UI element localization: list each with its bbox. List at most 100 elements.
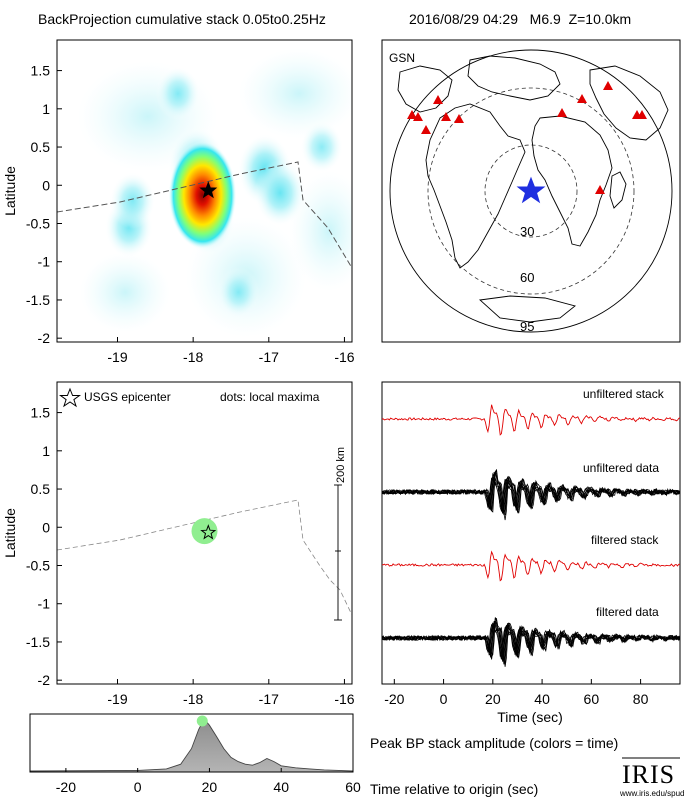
amplitude-xlabel: Time relative to origin (sec) [370,781,538,797]
x-tick-label: -20 [56,779,76,795]
x-tick-label: 40 [534,691,550,707]
bp-heatmap-frame [56,39,353,343]
x-tick-label: -20 [384,691,404,707]
scale-bar [334,484,342,621]
trace-label-filtered-stack: filtered stack [591,533,659,547]
amplitude-area [30,720,353,772]
stack-trace-line [382,550,681,582]
waveform-traces [381,404,681,667]
y-tick-label: -0.5 [26,215,50,231]
epicenter-star-icon [199,181,218,199]
scale-bar-label: 200 km [335,447,347,483]
waveform-xlabel: Time (sec) [497,709,563,725]
amplitude-peak-dot-marker [196,715,208,727]
amplitude-axes: -20 0 20 40 60 [56,768,361,795]
south-america-outline [425,103,526,269]
maxima-ylabel: Latitude [2,508,18,558]
x-tick-label: 60 [345,779,361,795]
y-tick-label: 1 [42,101,50,117]
y-tick-label: -1 [38,596,51,612]
europe-outline [467,55,561,101]
station-triangle-icon [603,81,613,90]
iris-url: www.iris.edu/spud [619,789,684,798]
x-tick-label: -16 [334,691,354,707]
waveform-axes: -20 0 20 40 60 80 [384,679,649,707]
station-triangle-icon [595,185,605,194]
madagascar-outline [609,171,627,209]
bp-peak-blob [168,141,237,250]
amplitude-panel: -20 0 20 40 60 Peak BP stack amplitude (colo… [29,713,618,797]
maxima-map-frame [56,381,353,685]
ring-60-circle [427,87,635,295]
x-tick-label: 20 [202,779,218,795]
y-tick-label: 1 [42,443,50,459]
y-tick-label: 1.5 [31,405,51,421]
station-triangles [407,81,647,194]
y-tick-label: 0.5 [31,481,51,497]
legend-dots-label: dots: local maxima [220,390,320,404]
station-triangle-icon [433,95,443,104]
y-tick-label: -2 [38,330,51,346]
bp-epicenter-star [199,181,218,199]
station-triangle-icon [454,114,464,123]
x-tick-label: -19 [107,691,127,707]
legend-star-icon [58,387,82,408]
trace-label-unfiltered-data: unfiltered data [583,461,659,475]
station-triangle-icon [413,112,423,121]
station-triangle-icon [407,110,417,119]
station-triangle-icon [637,110,647,119]
x-tick-label: 40 [273,779,289,795]
x-tick-label: -18 [183,691,203,707]
bp-heatmap-panel: -19 -18 -17 -16 1.5 1 0.5 0 -0.5 -1 -1.5 -2 [26,39,355,365]
bp-background-wash [239,48,352,139]
maxima-epicenter-star [200,524,217,540]
ring-label-30: 30 [520,224,534,239]
x-tick-label: -17 [259,349,279,365]
maxima-map-axes: -19 -18 -17 -16 1.5 1 0.5 0 -0.5 -1 -1.5 -2 [26,405,355,707]
station-triangle-icon [441,112,451,121]
x-tick-label: 60 [584,691,600,707]
y-tick-label: -1.5 [26,634,50,650]
data-trace-line [381,618,681,667]
asia-outline [589,65,669,141]
network-label: GSN [389,51,415,65]
y-tick-label: 0 [42,519,50,535]
trace-label-unfiltered-stack: unfiltered stack [583,387,665,401]
continent-outlines [397,55,669,323]
y-tick-label: -0.5 [26,557,50,573]
ring-label-95: 95 [520,319,534,334]
iris-logo-text: IRIS [622,760,675,789]
y-tick-label: -2 [38,672,51,688]
y-tick-label: 0.5 [31,139,51,155]
amplitude-title: Peak BP stack amplitude (colors = time) [370,735,618,751]
stack-trace-line [381,404,681,436]
x-tick-label: -16 [334,349,354,365]
x-tick-label: -19 [107,349,127,365]
ring-30-circle [484,144,578,238]
amplitude-area-path [30,720,353,772]
bp-energy-blob [156,66,200,121]
epicenter-star-icon [516,176,546,204]
bp-background-wash [80,252,171,333]
epicenter-star-icon [200,524,217,540]
trench-line [57,499,352,616]
antarctica-outline [478,295,576,323]
x-tick-label: -18 [183,349,203,365]
y-tick-label: -1 [38,254,51,270]
bp-heatmap-axes: -19 -18 -17 -16 1.5 1 0.5 0 -0.5 -1 -1.5 -2 [26,63,355,365]
station-triangle-icon [421,125,431,134]
x-tick-label: 80 [633,691,649,707]
bp-energy-blob [254,159,306,227]
bp-energy-blob [109,172,156,229]
event-info: 2016/08/29 04:29 M6.9 Z=10.0km [409,11,631,27]
y-tick-label: 1.5 [31,63,51,79]
data-trace-line [381,469,681,521]
x-tick-label: 0 [440,691,448,707]
north-america-outline [397,65,453,113]
legend-star-label: USGS epicenter [84,390,171,404]
ring-label-60: 60 [520,270,534,285]
bp-energy-blob [217,266,260,318]
station-triangle-icon [577,94,587,103]
bp-heatmap-blobs [77,48,352,338]
coastline-trench-line [57,161,352,269]
